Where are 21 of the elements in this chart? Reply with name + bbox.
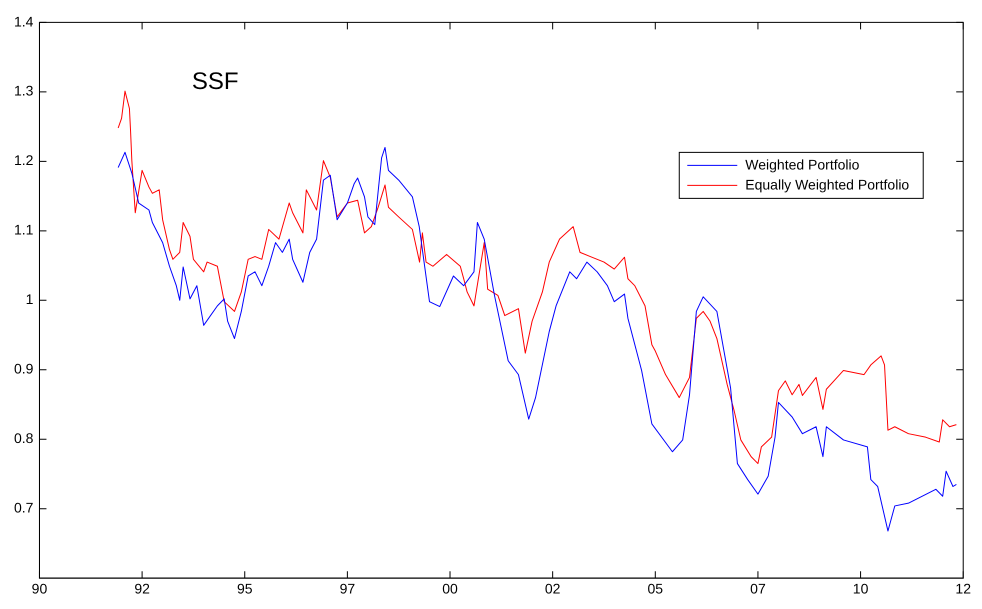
y-tick-label: 1.1 bbox=[14, 222, 34, 238]
x-tick-label: 02 bbox=[544, 580, 561, 596]
x-tick-label: 90 bbox=[32, 580, 48, 596]
x-tick-label: 00 bbox=[442, 580, 458, 596]
y-tick-label: 0.9 bbox=[14, 360, 34, 377]
y-tick-label: 1 bbox=[26, 291, 34, 308]
x-tick-label: 10 bbox=[852, 580, 869, 596]
x-tick-label: 95 bbox=[236, 580, 253, 596]
x-tick-label: 12 bbox=[955, 580, 972, 596]
x-tick-label: 97 bbox=[340, 580, 356, 596]
x-tick-label: 92 bbox=[134, 580, 150, 596]
x-tick-label: 07 bbox=[750, 580, 766, 596]
y-tick-label: 1.2 bbox=[14, 152, 34, 168]
y-tick-label: 0.8 bbox=[14, 430, 34, 446]
legend-label: Weighted Portfolio bbox=[745, 156, 860, 172]
y-tick-label: 1.3 bbox=[14, 82, 34, 99]
legend-label: Equally Weighted Portfolio bbox=[745, 176, 910, 192]
y-tick-label: 1.4 bbox=[14, 13, 34, 30]
y-tick-label: 0.7 bbox=[14, 500, 34, 516]
x-tick-label: 05 bbox=[648, 580, 664, 596]
text: SSF bbox=[192, 68, 239, 96]
